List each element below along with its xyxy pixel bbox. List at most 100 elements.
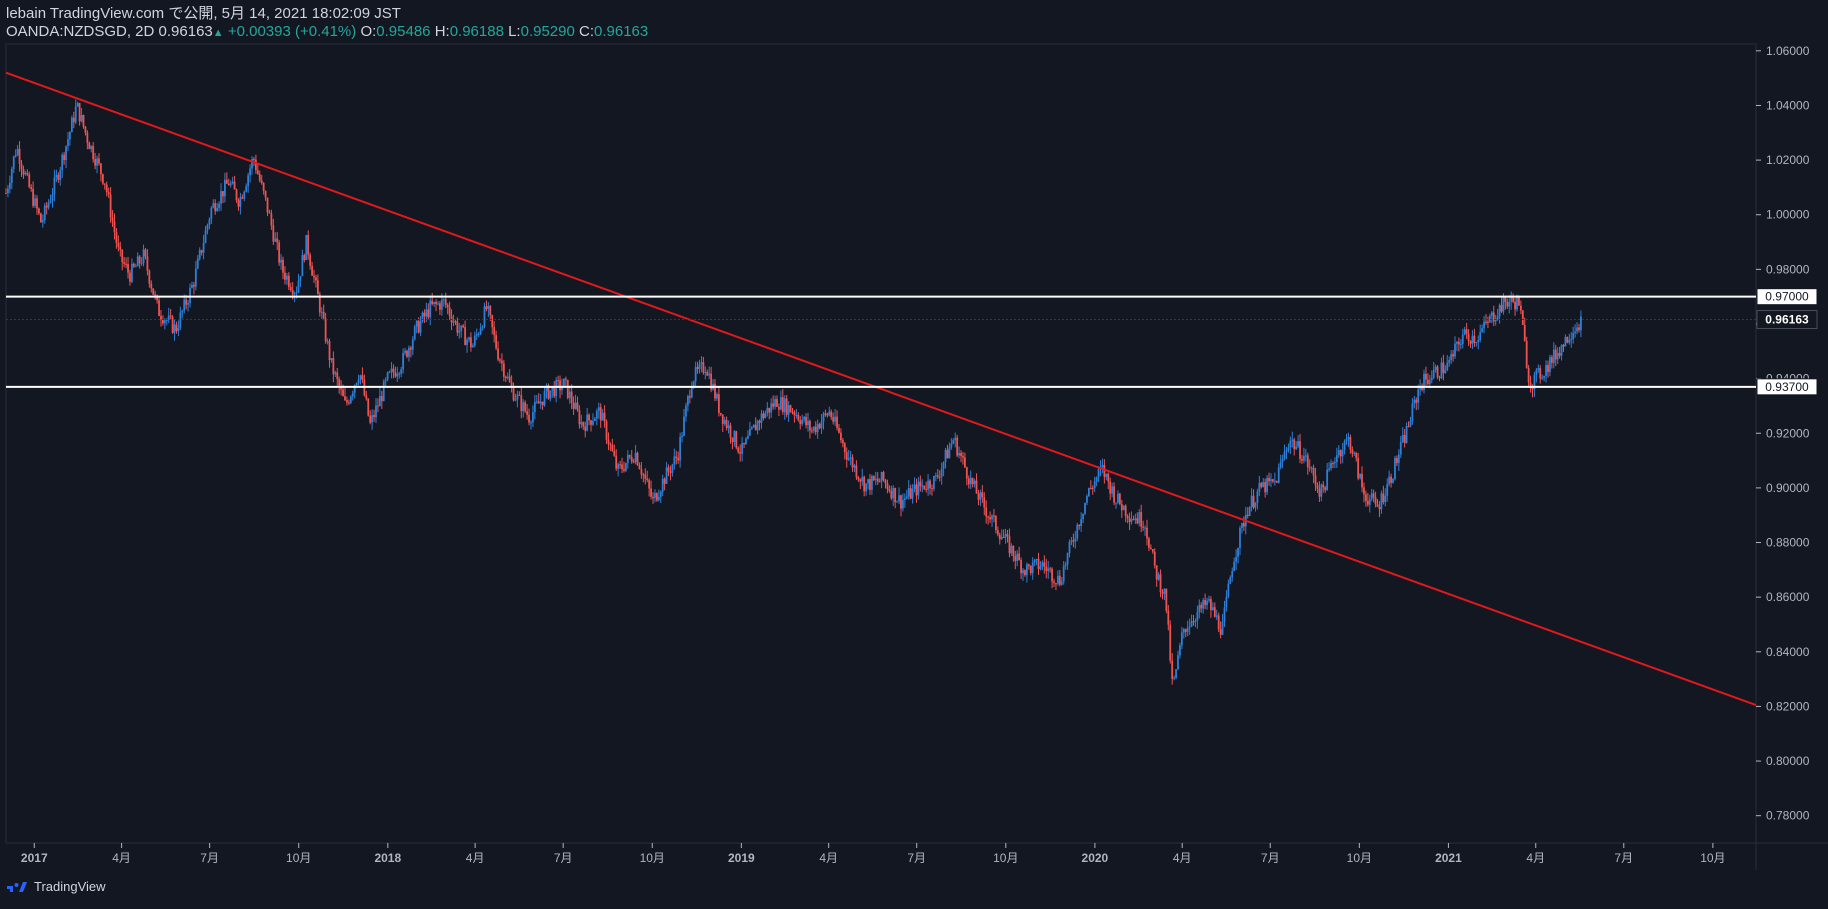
candle-body bbox=[8, 182, 11, 189]
candle-body bbox=[549, 390, 552, 399]
candle-body bbox=[561, 386, 563, 391]
candle-body bbox=[717, 394, 720, 413]
candle-body bbox=[70, 117, 73, 133]
candle-body bbox=[570, 391, 573, 403]
candle-body bbox=[1260, 482, 1263, 487]
candle-body bbox=[1120, 503, 1123, 511]
candle-body bbox=[202, 242, 205, 253]
candle-body bbox=[578, 409, 581, 425]
candle-body bbox=[628, 455, 631, 457]
candle-body bbox=[812, 426, 815, 431]
candle-body bbox=[559, 380, 561, 391]
candle-body bbox=[1140, 512, 1143, 527]
candle-body bbox=[239, 197, 242, 207]
candle-body bbox=[1477, 340, 1480, 343]
candle-body bbox=[1426, 379, 1429, 384]
candle-body bbox=[382, 381, 385, 402]
candle-body bbox=[657, 496, 660, 501]
candle-body bbox=[876, 478, 879, 482]
candle-body bbox=[1237, 547, 1239, 557]
candle-body bbox=[644, 474, 647, 479]
candle-body bbox=[878, 481, 881, 483]
candle-body bbox=[404, 350, 406, 353]
candle-body bbox=[1157, 574, 1160, 580]
candle-body bbox=[993, 515, 995, 517]
candle-body bbox=[1446, 362, 1449, 371]
candle-body bbox=[681, 435, 683, 438]
candle-body bbox=[673, 456, 676, 465]
candle-body bbox=[532, 412, 534, 423]
candle-body bbox=[766, 407, 769, 413]
candle-body bbox=[1219, 629, 1222, 635]
candle-body bbox=[187, 303, 189, 305]
candle-body bbox=[477, 333, 480, 335]
price-axis[interactable]: 0.78000 0.80000 0.82000 0.84000 0.86000 0.880… bbox=[1756, 44, 1810, 823]
candle-body bbox=[440, 299, 443, 310]
trendline[interactable] bbox=[5, 71, 1757, 706]
candle-body bbox=[776, 399, 778, 407]
candle-body bbox=[1163, 588, 1166, 594]
candle-body bbox=[1434, 366, 1437, 371]
candle-body bbox=[464, 327, 467, 346]
candle-body bbox=[158, 300, 160, 316]
symbol-label[interactable]: OANDA:NZDSGD, 2D bbox=[6, 23, 155, 40]
candle-body bbox=[86, 132, 89, 143]
candle-body bbox=[1496, 316, 1499, 320]
candle-body bbox=[12, 156, 15, 169]
candle-body bbox=[1254, 502, 1257, 508]
candle-body bbox=[739, 452, 742, 454]
candle-body bbox=[849, 457, 852, 459]
candle-body bbox=[1076, 524, 1079, 539]
candle-body bbox=[353, 385, 356, 393]
candle-body bbox=[442, 299, 445, 301]
candle-body bbox=[1440, 362, 1443, 378]
candle-body bbox=[760, 413, 763, 423]
candle-body bbox=[530, 422, 532, 424]
candle-body bbox=[814, 426, 817, 433]
candle-body bbox=[132, 263, 135, 267]
candle-body bbox=[1056, 575, 1059, 584]
x-tick-label: 10月 bbox=[640, 851, 665, 865]
candle-body bbox=[1487, 321, 1489, 323]
candle-body bbox=[1248, 507, 1251, 516]
close-value: 0.96163 bbox=[594, 23, 649, 40]
candle-body bbox=[985, 507, 988, 517]
candle-body bbox=[38, 208, 40, 214]
candle-body bbox=[121, 249, 124, 263]
candle-body bbox=[1510, 296, 1513, 302]
candle-body bbox=[1053, 581, 1055, 584]
candle-body bbox=[375, 405, 377, 418]
candle-body bbox=[750, 427, 753, 429]
candle-body bbox=[791, 412, 794, 414]
candle-body bbox=[743, 442, 745, 445]
candle-body bbox=[915, 484, 918, 496]
candle-body bbox=[965, 467, 968, 479]
candle-body bbox=[737, 447, 740, 453]
candle-body bbox=[1115, 502, 1117, 504]
candle-body bbox=[855, 465, 858, 478]
candle-body bbox=[55, 174, 58, 178]
candle-body bbox=[1275, 480, 1278, 483]
current-price-tag bbox=[1756, 310, 1818, 330]
candle-body bbox=[810, 430, 813, 432]
candle-body bbox=[1556, 352, 1559, 360]
candle-body bbox=[768, 407, 771, 413]
candle-body bbox=[1043, 562, 1046, 567]
candle-body bbox=[942, 461, 945, 469]
candle-body bbox=[683, 416, 685, 436]
candle-body bbox=[1417, 389, 1420, 403]
time-axis[interactable]: 2017 4月 7月 10月 2018 4月 7月 10月 2019 4月 7月 10月 2020 4月 7… bbox=[21, 843, 1726, 865]
candle-body bbox=[303, 255, 306, 261]
candle-body bbox=[1058, 575, 1061, 585]
candle-body bbox=[1390, 476, 1392, 483]
candle-body bbox=[84, 126, 87, 133]
candle-body bbox=[747, 435, 749, 439]
candle-body bbox=[1233, 561, 1236, 572]
candle-body bbox=[1246, 514, 1249, 516]
candle-body bbox=[1134, 518, 1137, 521]
candle-body bbox=[411, 339, 414, 350]
candle-body bbox=[884, 480, 887, 484]
candle-body bbox=[1293, 439, 1296, 450]
candle-body bbox=[772, 403, 775, 407]
